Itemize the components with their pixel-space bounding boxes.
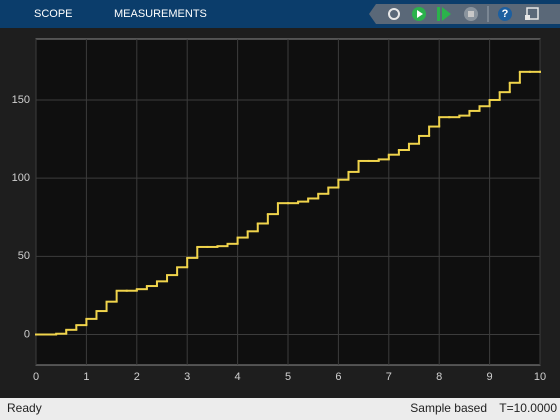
y-tick-label: 0 [24, 328, 30, 340]
help-icon[interactable] [498, 7, 512, 21]
stop-icon[interactable] [464, 7, 478, 21]
x-tick-label: 1 [83, 371, 89, 383]
x-tick-label: 6 [335, 371, 341, 383]
status-bar [0, 398, 560, 420]
x-tick-label: 8 [436, 371, 442, 383]
run-icon[interactable] [412, 7, 426, 21]
x-tick-label: 3 [184, 371, 190, 383]
status-time: T=10.0000 [499, 401, 557, 415]
tab-measurements[interactable]: MEASUREMENTS [114, 8, 207, 20]
help-label[interactable]: ? [502, 8, 509, 20]
y-tick-label: 50 [18, 250, 30, 262]
y-tick-label: 100 [12, 172, 30, 184]
tab-scope[interactable]: SCOPE [34, 8, 73, 20]
x-tick-label: 7 [386, 371, 392, 383]
x-tick-label: 10 [534, 371, 546, 383]
y-tick-label: 150 [12, 94, 30, 106]
x-tick-label: 4 [235, 371, 241, 383]
x-tick-label: 2 [134, 371, 140, 383]
step-icon[interactable] [437, 7, 451, 21]
x-tick-label: 5 [285, 371, 291, 383]
x-tick-label: 9 [487, 371, 493, 383]
status-state: Ready [7, 401, 42, 415]
settings-icon[interactable] [388, 8, 400, 20]
x-tick-label: 0 [33, 371, 39, 383]
undock-icon[interactable] [525, 7, 539, 20]
status-mode: Sample based [410, 401, 487, 415]
